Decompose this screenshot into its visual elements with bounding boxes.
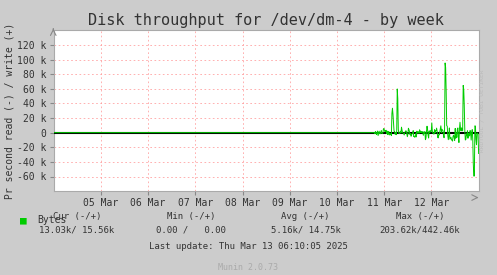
Text: 203.62k/442.46k: 203.62k/442.46k	[380, 226, 460, 234]
Text: 0.00 /   0.00: 0.00 / 0.00	[157, 226, 226, 234]
Text: 5.16k/ 14.75k: 5.16k/ 14.75k	[271, 226, 340, 234]
Text: ■: ■	[20, 215, 27, 225]
Text: Last update: Thu Mar 13 06:10:05 2025: Last update: Thu Mar 13 06:10:05 2025	[149, 242, 348, 251]
Y-axis label: Pr second read (-) / write (+): Pr second read (-) / write (+)	[4, 23, 14, 199]
Text: Min (-/+): Min (-/+)	[167, 212, 216, 221]
Text: 13.03k/ 15.56k: 13.03k/ 15.56k	[39, 226, 115, 234]
Text: Bytes: Bytes	[37, 215, 67, 225]
Text: Munin 2.0.73: Munin 2.0.73	[219, 263, 278, 271]
Text: Cur (-/+): Cur (-/+)	[53, 212, 101, 221]
Text: Avg (-/+): Avg (-/+)	[281, 212, 330, 221]
Title: Disk throughput for /dev/dm-4 - by week: Disk throughput for /dev/dm-4 - by week	[88, 13, 444, 28]
Text: Max (-/+): Max (-/+)	[396, 212, 444, 221]
Text: RRDTOOL / TOBI OETIKER: RRDTOOL / TOBI OETIKER	[480, 69, 485, 152]
